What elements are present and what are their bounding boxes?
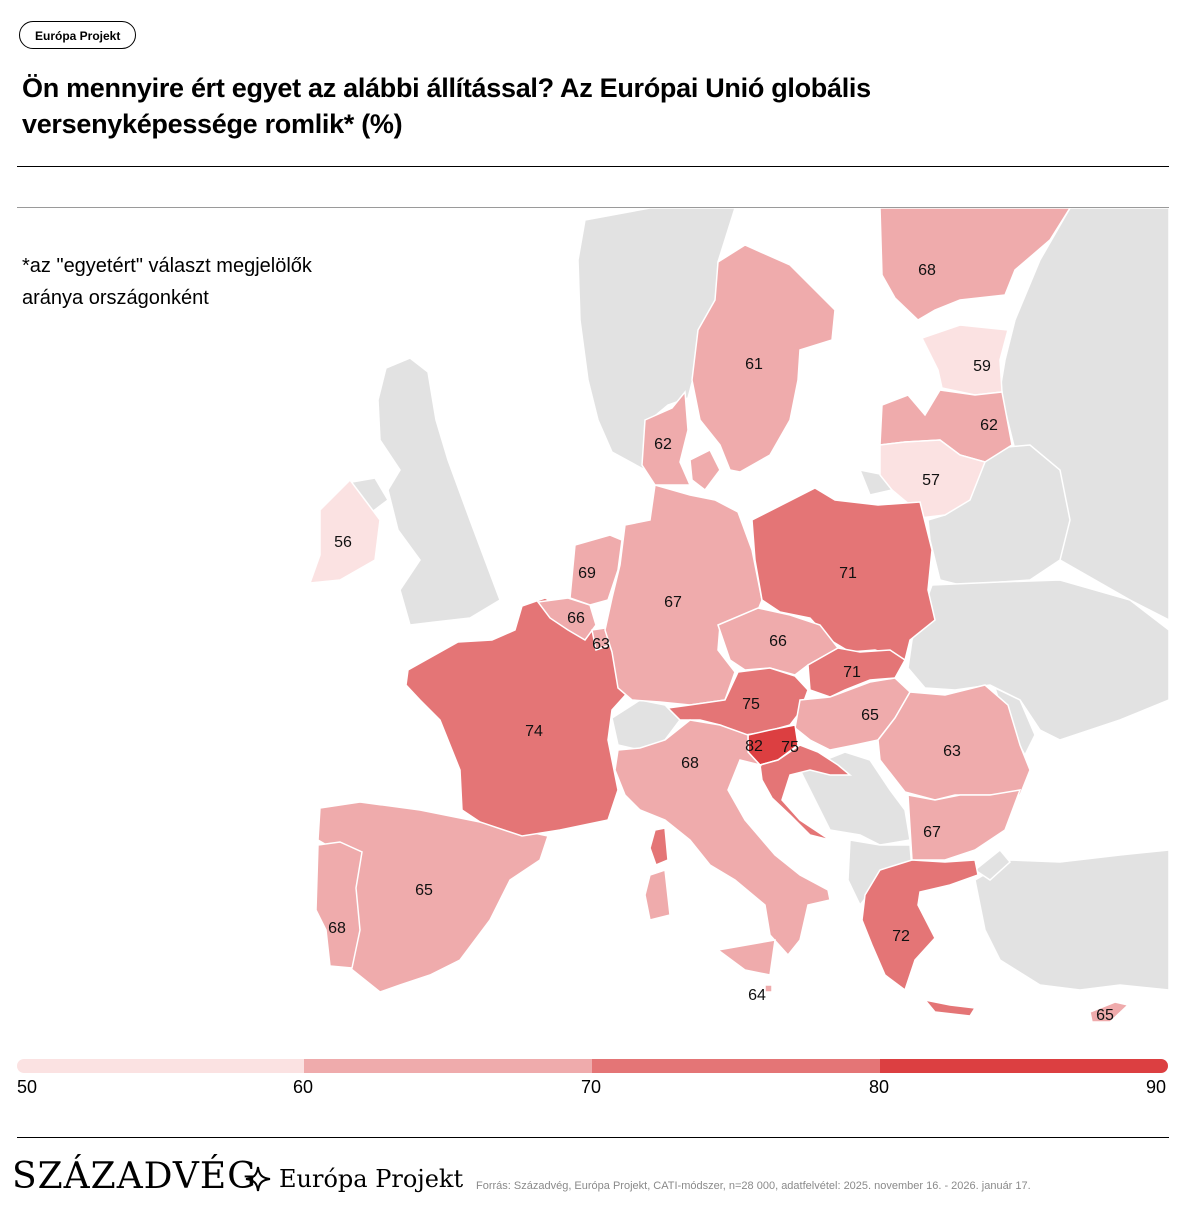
country-germany [604,484,763,706]
country-bulgaria [907,789,1022,861]
footnote-line-1: *az "egyetért" választ megjelölők [22,255,312,277]
label-slovakia: 71 [843,664,861,681]
label-bulgaria: 67 [923,824,941,841]
country-italy-sardinia [644,868,671,921]
label-germany: 67 [664,594,682,611]
legend-tick-70: 70 [581,1077,602,1097]
source-note: Forrás: Századvég, Európa Projekt, CATI-… [476,1180,1031,1192]
value-labels: 56 65 68 74 66 69 63 67 62 61 68 59 62 5… [328,262,1114,1024]
label-italy: 68 [681,755,699,772]
country-finland [879,208,1071,321]
country-denmark-island [689,448,721,492]
label-ireland: 56 [334,534,352,551]
legend-tick-90: 90 [1146,1077,1167,1097]
country-portugal [315,841,363,969]
label-sweden: 61 [745,356,763,373]
sparkle-icon [245,1166,271,1192]
footnote-line-2: aránya országonként [22,287,209,309]
label-croatia: 75 [781,739,799,756]
country-france [405,597,641,837]
europa-projekt-logo: Európa Projekt [245,1162,463,1196]
country-denmark [641,390,692,486]
szazadveg-logo: SZÁZADVÉG [12,1156,257,1197]
label-belgium: 66 [567,610,585,627]
country-cyprus [1089,1001,1130,1023]
divider-bottom [17,1137,1169,1138]
country-sweden [691,244,836,473]
map-top-border [17,207,1169,208]
legend-bin-80-90 [880,1059,1168,1073]
chart-title: Ön mennyire ért egyet az alábbi állításs… [22,73,871,139]
legend-tick-80: 80 [869,1077,890,1097]
label-poland: 71 [839,565,857,582]
divider-top [17,166,1169,167]
country-estonia [920,324,1009,396]
label-denmark: 62 [654,436,672,453]
label-greece: 72 [892,928,910,945]
country-romania [877,684,1031,801]
country-france-corsica [649,827,669,866]
legend-bin-70-80 [592,1059,880,1073]
legend-bin-60-70 [304,1059,592,1073]
no-data-land [351,208,1169,991]
legend-tick-50: 50 [17,1077,38,1097]
label-france: 74 [525,723,543,740]
label-slovenia: 82 [745,738,763,755]
europa-projekt-tag[interactable]: Európa Projekt [19,21,137,49]
label-austria: 75 [742,696,760,713]
country-netherlands [569,534,623,606]
country-norway [577,208,736,472]
country-croatia [759,744,853,841]
label-luxembourg: 63 [592,636,610,653]
legend-tick-60: 60 [293,1077,314,1097]
footnote: *az "egyetért" választ megjelölők aránya… [22,250,312,314]
europe-map: 56 65 68 74 66 69 63 67 62 61 68 59 62 5… [308,208,1169,1024]
country-lithuania [879,439,987,519]
country-poland [751,487,936,661]
country-serbia-balkans [798,751,911,846]
country-greece-crete [923,998,977,1017]
country-uk [377,357,501,626]
label-latvia: 62 [980,417,998,434]
country-italy [614,719,831,957]
label-czechia: 66 [769,633,787,650]
label-cyprus: 65 [1096,1007,1114,1024]
country-italy-sicily [716,939,776,976]
label-hungary: 65 [861,707,879,724]
label-finland: 68 [918,262,936,279]
label-portugal: 68 [328,920,346,937]
legend-bin-50-60 [17,1059,304,1073]
country-ireland [308,478,381,584]
country-turkey-europe [973,848,1012,881]
europa-projekt-logo-text: Európa Projekt [279,1165,464,1193]
label-netherlands: 69 [578,565,596,582]
label-lithuania: 57 [922,472,940,489]
country-turkey [974,849,1169,991]
eu-countries [308,208,1130,1023]
country-greece [861,859,979,992]
country-ukraine [907,579,1169,741]
label-estonia: 59 [973,358,991,375]
label-spain: 65 [415,882,433,899]
country-malta [764,984,773,993]
label-malta: 64 [748,987,766,1004]
label-romania: 63 [943,743,961,760]
